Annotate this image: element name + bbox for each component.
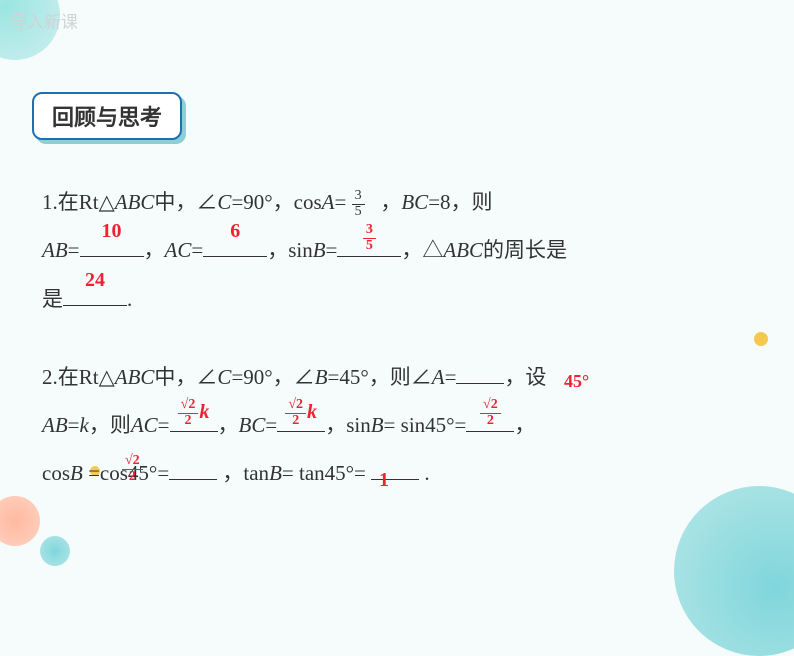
ans-AB: 10 — [80, 208, 144, 254]
q1-peripost: 的周长是 — [483, 238, 567, 262]
n: √2 — [122, 454, 143, 470]
sep3: ， — [401, 238, 422, 262]
frac-num: 3 — [363, 223, 376, 239]
q1-comma: ， — [370, 190, 402, 214]
q1-B: B — [313, 238, 326, 262]
q1-eqs3: = — [326, 238, 338, 262]
q2-mid1: 中，∠ — [154, 365, 217, 389]
q2-line3: cosB =cos45°= √22 ，tanB= tan45°= 1 . — [42, 449, 752, 497]
q2-tri: ABC — [115, 365, 155, 389]
sep6: ， — [514, 413, 535, 437]
q2-eqk: =k — [68, 413, 89, 437]
frac-BC: √22 — [285, 398, 306, 428]
blank-sin45: √22 — [466, 410, 514, 432]
q2-B3: B — [70, 461, 83, 485]
blank-AC2: √22k — [170, 410, 218, 432]
q2-C: C — [217, 365, 231, 389]
q2-B4: B — [269, 461, 282, 485]
n: √2 — [285, 398, 306, 414]
q2-post1: ，设 — [504, 365, 546, 389]
frac-den: 5 — [363, 239, 376, 254]
frac-num: 3 — [352, 189, 365, 205]
q2-B: B — [315, 365, 328, 389]
sep4: ， — [218, 413, 239, 437]
ans-angleA: 45° — [564, 361, 589, 402]
blank-cos45 — [169, 458, 217, 480]
period1: . — [127, 287, 132, 311]
n: √2 — [178, 398, 199, 414]
q1-BC: BC — [401, 190, 428, 214]
k1: k — [199, 401, 209, 423]
ans-tan45: 1 — [379, 457, 389, 503]
q1-AC: AC — [165, 238, 192, 262]
q2-B2: B — [371, 413, 384, 437]
k2: k — [307, 401, 317, 423]
q2-sin45: = sin45°= — [384, 413, 467, 437]
ans-sin45: √22 — [466, 389, 514, 435]
q2-line1: 2.在Rt△ABC中，∠C=90°，∠B=45°，则∠A= 45° ，设 — [42, 353, 752, 401]
ans-sinB: 3 5 — [337, 214, 401, 260]
q2-sinlab: sin — [346, 413, 371, 437]
q2-b45: =45°，则∠ — [328, 365, 432, 389]
ans-AC2: √22k — [170, 389, 218, 435]
q2-then: ，则 — [89, 413, 131, 437]
blank-BC2: √22k — [277, 410, 325, 432]
sep7: ， — [222, 461, 243, 485]
q1-sinlab: sin — [288, 238, 313, 262]
q2-coslab: cos — [42, 461, 70, 485]
d: 2 — [178, 414, 199, 429]
q1-eqs2: = — [191, 238, 203, 262]
blank-sinB: 3 5 — [337, 235, 401, 257]
sep1: ， — [144, 238, 165, 262]
period2: . — [424, 461, 429, 485]
blank-angleA — [456, 362, 504, 384]
q2-tanlab: tan — [243, 461, 269, 485]
ans-BC2: √22k — [277, 389, 325, 435]
q1-line2: AB=10，AC=6，sinB= 3 5 ，△ABC的周长是 — [42, 226, 752, 274]
blank-perimeter: 24 — [63, 284, 127, 306]
nav-tab: 导入新课 — [10, 8, 78, 33]
frac-cos: √22 — [122, 454, 143, 484]
q1-eq: = — [335, 190, 347, 214]
ans-sinB-frac: 3 5 — [363, 223, 376, 253]
q2-tan45: = tan45°= — [282, 461, 371, 485]
q1-tri2: ABC — [443, 238, 483, 262]
blank-AB: 10 — [80, 235, 144, 257]
blank-AC: 6 — [203, 235, 267, 257]
eq-bc: = — [265, 413, 277, 437]
d: 2 — [285, 414, 306, 429]
sep2: ， — [267, 238, 288, 262]
q2-BC: BC — [239, 413, 266, 437]
q2-eq90: =90°，∠ — [231, 365, 314, 389]
q2-eqA: = — [445, 365, 457, 389]
q2-ABk: AB — [42, 413, 68, 437]
q1-line3: 是24. — [42, 275, 752, 323]
sep5: ， — [325, 413, 346, 437]
ans-cos45: √22 — [122, 445, 143, 491]
n: √2 — [480, 398, 501, 414]
eq-ac: = — [158, 413, 170, 437]
frac-sin: √22 — [480, 398, 501, 428]
frac-AC: √22 — [178, 398, 199, 428]
q1-post2: =8，则 — [428, 190, 492, 214]
content-area: 1.在Rt△ABC中，∠C=90°，cosA= 3 5 ，BC=8，则 AB=1… — [42, 178, 752, 498]
section-badge: 回顾与思考 — [32, 92, 182, 140]
q1-peripre: △ — [422, 238, 443, 262]
d: 2 — [480, 414, 501, 429]
q1-is: 是 — [42, 287, 63, 311]
q2-line2: AB=k，则AC= √22k ，BC= √22k ，sinB= sin45°= … — [42, 401, 752, 449]
q1-A: A — [322, 190, 335, 214]
q2-AC: AC — [131, 413, 158, 437]
ans-perimeter: 24 — [63, 257, 127, 303]
q2-A: A — [432, 365, 445, 389]
d: 2 — [122, 470, 143, 485]
q2-prefix: 2.在Rt△ — [42, 365, 115, 389]
ans-AC: 6 — [203, 208, 267, 254]
